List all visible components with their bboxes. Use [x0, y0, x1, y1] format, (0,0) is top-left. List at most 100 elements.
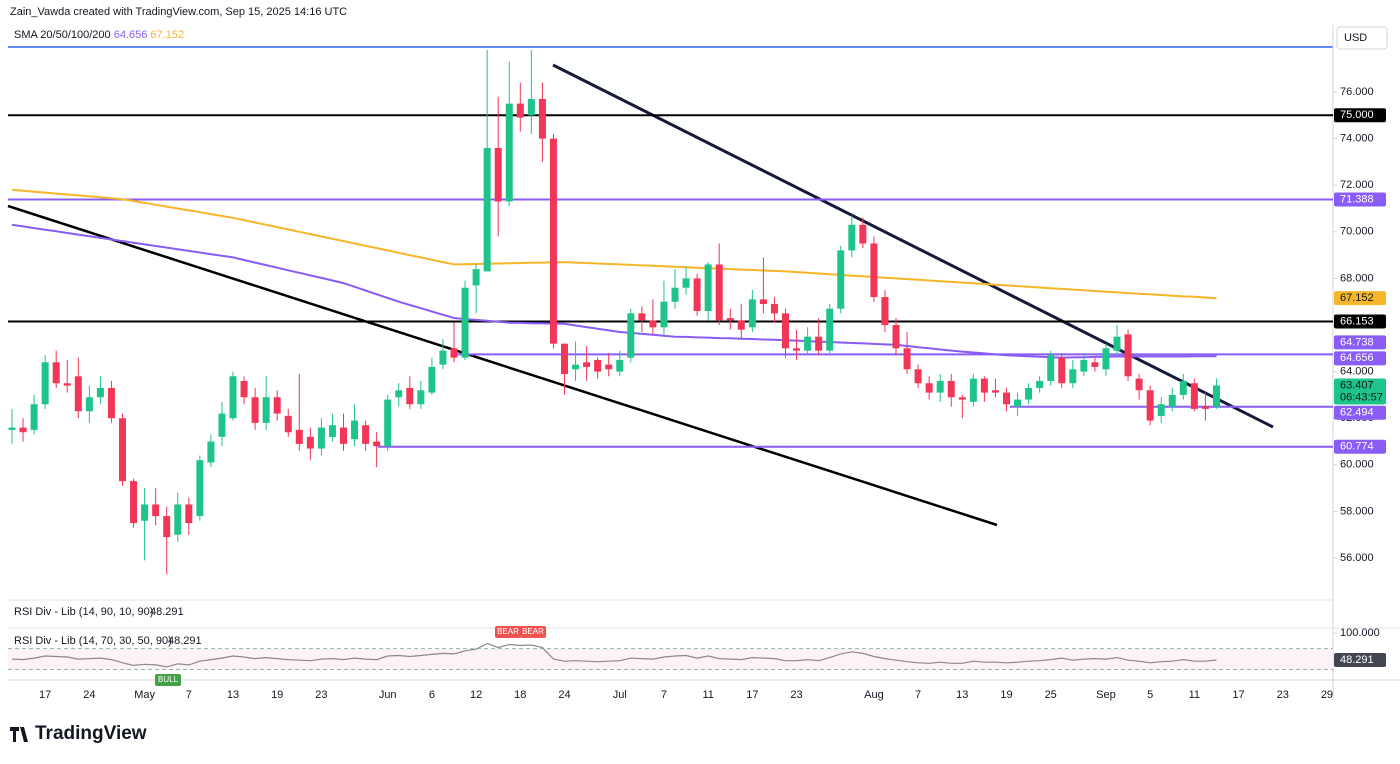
y-tick-label: 68.000 [1340, 272, 1374, 284]
candle-body [351, 420, 359, 440]
candle-body [284, 415, 292, 433]
price-label-box [1334, 351, 1386, 366]
candle-body [1124, 334, 1132, 377]
x-tick-label: 17 [39, 689, 51, 701]
candle-body [1135, 378, 1143, 391]
candle-body [1036, 380, 1044, 388]
candle-body [627, 313, 635, 358]
price-label: 48.291 [1340, 654, 1374, 666]
candle-body [693, 278, 701, 312]
candle-body [572, 364, 580, 370]
candle-body [892, 325, 900, 349]
candle-body [859, 224, 867, 244]
candle-body [605, 364, 613, 370]
candle-body [594, 359, 602, 372]
candle-body [395, 390, 403, 398]
price-label-box [1334, 192, 1386, 207]
candle-body [1179, 380, 1187, 395]
candle-body [174, 504, 182, 535]
price-label-box [1334, 335, 1386, 350]
x-tick-label: Jul [613, 689, 627, 701]
indicator-title: RSI Div - Lib (14, 90, 10, 90) [14, 606, 153, 618]
candle-body [671, 287, 679, 302]
candle-body [770, 304, 778, 314]
candle-body [1091, 362, 1099, 367]
price-label-box [1334, 378, 1386, 405]
sma-line [11, 223, 1217, 359]
candle-body [1058, 357, 1066, 384]
candle-body [218, 413, 226, 437]
x-tick-label: 19 [1000, 689, 1012, 701]
price-label: 66.153 [1340, 315, 1374, 327]
y-tick-label: 60.000 [1340, 459, 1374, 471]
candle-body [759, 299, 767, 305]
candle-body [947, 380, 955, 398]
legend: SMA 20/50/100/200 64.656 67.152 [14, 29, 184, 41]
currency-box[interactable] [1336, 26, 1388, 50]
candle-body [616, 359, 624, 372]
x-tick-label: 25 [1045, 689, 1057, 701]
candle-body [925, 383, 933, 393]
x-tick-label: 12 [470, 689, 482, 701]
candle-body [439, 350, 447, 365]
candle-body [1080, 359, 1088, 372]
y-tick-label: 58.000 [1340, 505, 1374, 517]
candle-body [561, 343, 568, 374]
signal-badge [155, 674, 181, 686]
rsi-line [11, 642, 1217, 668]
signal-badge [495, 626, 521, 638]
x-tick-label: 18 [514, 689, 526, 701]
candle-body [74, 376, 82, 412]
y-tick-label: 64.000 [1340, 366, 1374, 378]
candle-body [848, 224, 856, 251]
candle-body [417, 390, 425, 405]
candle-body [914, 369, 922, 384]
candle-body [538, 98, 546, 139]
candle-body [295, 429, 303, 444]
candle-body [969, 378, 977, 402]
sma-line [11, 188, 1217, 300]
candle-body [1069, 369, 1077, 384]
candle-body [1212, 385, 1220, 407]
candle-body [229, 376, 237, 419]
price-label-box [1334, 291, 1386, 306]
candle-body [660, 301, 668, 328]
candle-body [1168, 394, 1176, 407]
x-tick-label: May [134, 689, 155, 701]
candle-body [1190, 383, 1198, 409]
price-label-box [1334, 108, 1386, 123]
candle-body [1025, 387, 1033, 400]
candle-body [450, 348, 458, 358]
x-tick-label: 23 [315, 689, 327, 701]
candle-body [1113, 336, 1121, 351]
candle-body [152, 504, 160, 517]
candle-body [52, 362, 60, 384]
indicator-value: 48.291 [150, 606, 184, 618]
price-label: 63.407 [1340, 379, 1374, 391]
candle-body [251, 397, 259, 423]
candle-body [715, 264, 723, 321]
price-label: 71.388 [1340, 193, 1374, 205]
x-tick-label: 11 [1189, 689, 1200, 701]
countdown: 06:43:57 [1340, 391, 1383, 403]
candle-body [317, 427, 325, 449]
candle-body [428, 366, 436, 393]
candle-body [141, 504, 149, 521]
candle-body [958, 397, 966, 400]
legend-value: 64.656 [114, 29, 148, 41]
price-label-box [1334, 405, 1386, 420]
x-tick-label: 24 [558, 689, 570, 701]
candle-body [748, 299, 756, 328]
candle-body [837, 250, 845, 309]
x-tick-label: 24 [83, 689, 95, 701]
price-label: 64.738 [1340, 336, 1374, 348]
price-label: 62.494 [1340, 407, 1374, 419]
x-tick-label: 5 [1147, 689, 1153, 701]
candle-body [8, 427, 16, 430]
candle-body [583, 362, 591, 367]
candle-body [461, 287, 469, 358]
candle-body [196, 460, 204, 517]
candle-body [793, 348, 801, 351]
candle-body [980, 378, 988, 393]
